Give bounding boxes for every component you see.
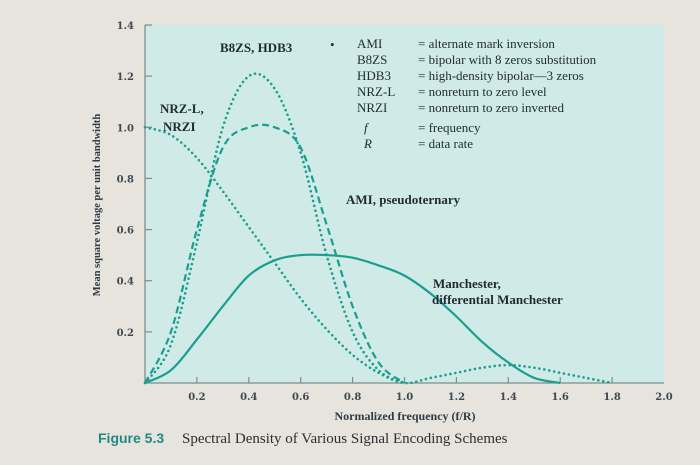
- legend-abbr-f: f: [364, 120, 370, 135]
- curve-labels: NRZ-L, NRZI B8ZS, HDB3 AMI, pseudoternar…: [160, 40, 563, 307]
- legend-abbr-ami: AMI: [357, 36, 382, 51]
- legend-abbr-nrzl: NRZ-L: [357, 84, 395, 99]
- legend-def-f: = frequency: [418, 120, 481, 135]
- y-tick-label-6: 1.4: [117, 21, 134, 32]
- y-tick-label-5: 1.2: [117, 72, 134, 83]
- curves: [143, 72, 614, 385]
- x-tick-label-6: 1.4: [500, 392, 517, 403]
- y-tick-label-2: 0.6: [117, 226, 134, 237]
- x-axis-title: Normalized frequency (f/R): [334, 409, 475, 423]
- legend-def-ami: = alternate mark inversion: [418, 36, 555, 51]
- series-ami-pseudoternary-line: [144, 123, 406, 384]
- legend-def-hdb3: = high-density bipolar—3 zeros: [418, 68, 584, 83]
- x-tick-label-3: 0.8: [344, 392, 361, 403]
- legend-bullet: •: [330, 37, 335, 52]
- x-tick-label-7: 1.6: [551, 392, 568, 403]
- y-tick-label-0: 0.2: [117, 328, 134, 339]
- nrz-label-line2: NRZI: [163, 119, 196, 134]
- legend-def-nrzi: = nonreturn to zero inverted: [418, 100, 564, 115]
- legend-abbr-hdb3: HDB3: [357, 68, 391, 83]
- nrz-label-line1: NRZ-L,: [160, 101, 204, 116]
- y-tick-label-1: 0.4: [117, 277, 134, 288]
- legend: • AMI = alternate mark inversion B8ZS = …: [330, 36, 597, 151]
- ami-label: AMI, pseudoternary: [346, 192, 461, 207]
- x-tick-label-0: 0.2: [188, 392, 205, 403]
- legend-abbr-r: R: [363, 136, 372, 151]
- legend-def-b8zs: = bipolar with 8 zeros substitution: [418, 52, 597, 67]
- x-tick-label-8: 1.8: [603, 392, 620, 403]
- legend-abbr-nrzi: NRZI: [357, 100, 387, 115]
- manchester-label-line1: Manchester,: [433, 276, 501, 291]
- manchester-label-line2: differential Manchester: [432, 292, 563, 307]
- x-ticks: 0.2 0.4 0.6 0.8 1.0 1.2 1.4 1.6 1.8 2.0: [188, 377, 673, 403]
- figure-caption-label: Figure 5.3: [98, 430, 164, 446]
- series-b8zs-hdb3-line: [143, 72, 406, 385]
- y-tick-label-4: 1.0: [117, 123, 134, 134]
- y-axis-title: Mean square voltage per unit bandwidth: [92, 114, 103, 297]
- y-ticks: 0.2 0.4 0.6 0.8 1.0 1.2 1.4: [117, 21, 152, 339]
- x-tick-label-4: 1.0: [396, 392, 413, 403]
- x-tick-label-9: 2.0: [655, 392, 672, 403]
- legend-def-nrzl: = nonreturn to zero level: [418, 84, 547, 99]
- b8zs-label: B8ZS, HDB3: [220, 40, 293, 55]
- y-tick-label-3: 0.8: [117, 174, 134, 185]
- legend-abbr-b8zs: B8ZS: [357, 52, 387, 67]
- x-tick-label-2: 0.6: [292, 392, 309, 403]
- x-tick-label-1: 0.4: [240, 392, 257, 403]
- series-manchester-differential-manchester-line: [144, 253, 561, 385]
- legend-def-r: = data rate: [418, 136, 473, 151]
- x-tick-label-5: 1.2: [448, 392, 465, 403]
- series-nrz-l-nrzi-line: [143, 126, 614, 385]
- figure-caption-text: Spectral Density of Various Signal Encod…: [182, 431, 508, 447]
